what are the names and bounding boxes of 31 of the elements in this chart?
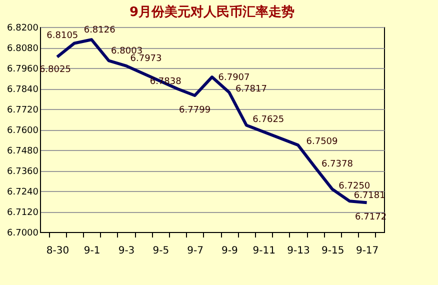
data-label: 6.7799 — [179, 106, 211, 116]
y-tick-label: 6.7240 — [7, 188, 39, 198]
y-tick-label: 6.8080 — [7, 44, 39, 54]
x-tick-label: 9-13 — [287, 246, 310, 256]
y-tick-label: 6.7480 — [7, 146, 39, 156]
y-tick-label: 6.8200 — [7, 24, 39, 34]
data-label: 6.7817 — [235, 84, 267, 94]
y-tick-label: 6.7000 — [7, 228, 39, 238]
x-tick-label: 9-11 — [252, 246, 276, 256]
data-label: 6.7907 — [218, 73, 250, 84]
x-tick-label: 9-15 — [322, 246, 344, 256]
data-label: 6.7378 — [321, 159, 354, 170]
y-tick-label: 6.7720 — [7, 106, 39, 116]
y-tick-label: 6.7840 — [7, 85, 39, 95]
y-tick-label: 6.7600 — [7, 126, 39, 136]
x-tick-label: 9-5 — [152, 246, 170, 256]
y-tick-label: 6.7360 — [7, 167, 39, 177]
y-tick-label: 6.7120 — [7, 208, 39, 218]
data-label: 6.8126 — [84, 26, 116, 36]
y-tick-label: 6.7960 — [7, 64, 39, 74]
x-tick-label: 8-30 — [46, 246, 70, 256]
x-tick-label: 9-17 — [356, 246, 379, 256]
x-tick-label: 9-3 — [118, 246, 135, 256]
x-tick-label: 9-7 — [187, 246, 204, 256]
x-tick-label: 9-9 — [222, 246, 238, 256]
data-label: 6.7509 — [306, 137, 338, 148]
x-tick-label: 9-1 — [84, 246, 100, 256]
data-label: 6.8105 — [46, 31, 78, 42]
chart-title: 9月份美元对人民币汇率走势 — [129, 4, 295, 20]
data-label: 6.7250 — [338, 181, 370, 192]
data-label: 6.7625 — [252, 115, 284, 126]
